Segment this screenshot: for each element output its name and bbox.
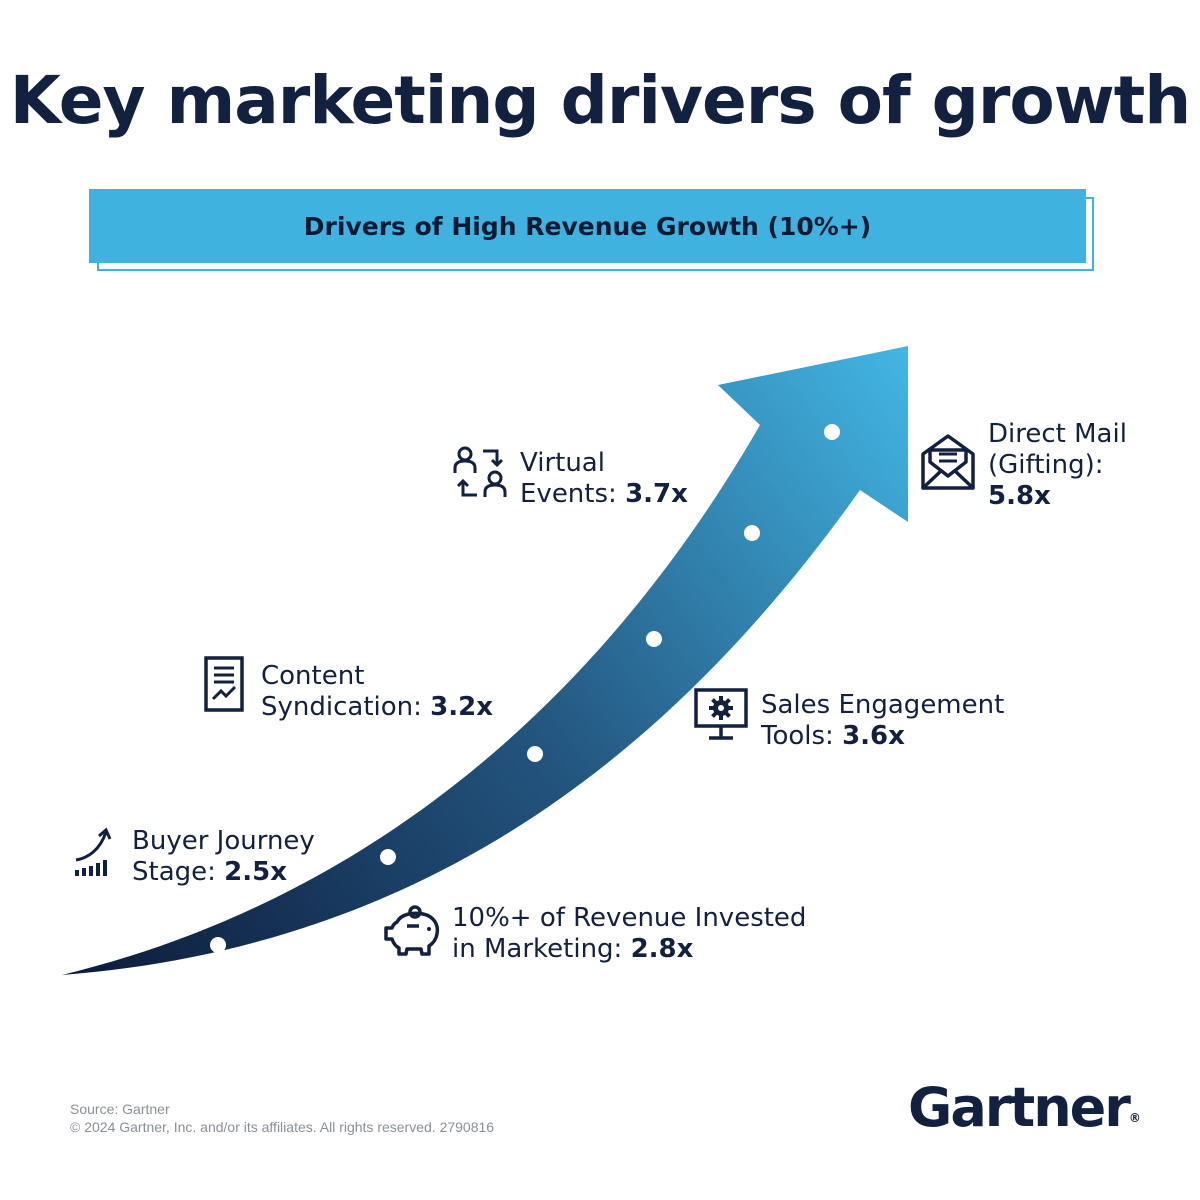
logo-registered-mark: ®: [1128, 1111, 1141, 1125]
driver-label-line2: Tools:: [761, 721, 843, 751]
arrow-dot-1: [210, 937, 226, 953]
arrow-dot-2: [380, 849, 396, 865]
driver-value: 3.6x: [842, 721, 905, 751]
arrow-dot-5: [744, 525, 760, 541]
arrow-dot-3: [527, 746, 543, 762]
banner: Drivers of High Revenue Growth (10%+): [89, 189, 1086, 263]
footer-source: Source: Gartner: [70, 1101, 170, 1117]
driver-label-line1: Direct Mail: [988, 419, 1127, 449]
driver-label-line1: 10%+ of Revenue Invested: [452, 903, 807, 933]
page-title: Key marketing drivers of growth: [9, 62, 1192, 139]
driver-label-line1: Content: [261, 661, 365, 691]
driver-label-line2: in Marketing:: [452, 934, 631, 964]
driver-label-line1: Sales Engagement: [761, 690, 1005, 720]
driver-direct-mail: Direct Mail (Gifting): 5.8x: [988, 419, 1127, 512]
piggy-bank-icon: [384, 905, 440, 956]
growth-arrow-shape: [62, 346, 908, 975]
driver-label-line1: Virtual: [520, 448, 605, 478]
driver-virtual-events: Virtual Events: 3.7x: [520, 448, 688, 510]
driver-label-line1: Buyer Journey: [132, 826, 315, 856]
growth-chart-icon: [75, 827, 112, 876]
document-chart-icon: [204, 656, 244, 712]
driver-value: 2.8x: [630, 934, 694, 964]
banner-title: Drivers of High Revenue Growth (10%+): [303, 211, 872, 241]
envelope-icon: [921, 434, 975, 490]
driver-value: 2.5x: [224, 857, 287, 887]
arrow-dot-6: [824, 424, 840, 440]
people-exchange-icon: [453, 446, 507, 497]
driver-label-line2: Events:: [520, 479, 626, 509]
gartner-logo: Gartner®: [908, 1076, 1141, 1139]
driver-value: 3.2x: [430, 692, 493, 722]
logo-text: Gartner: [908, 1076, 1131, 1139]
driver-label-line2: Stage:: [132, 857, 225, 887]
driver-value: 3.7x: [625, 479, 688, 509]
driver-sales-engagement: Sales Engagement Tools: 3.6x: [761, 690, 1004, 752]
driver-content-syndication: Content Syndication: 3.2x: [261, 661, 493, 723]
footer-copyright: © 2024 Gartner, Inc. and/or its affiliat…: [70, 1119, 495, 1135]
driver-label-line2: Syndication:: [261, 692, 431, 722]
arrow-dot-4: [646, 631, 662, 647]
driver-value: 5.8x: [988, 481, 1051, 511]
driver-buyer-journey: Buyer Journey Stage: 2.5x: [132, 826, 315, 888]
monitor-gear-icon: [694, 688, 748, 740]
driver-revenue-invested: 10%+ of Revenue Invested in Marketing: 2…: [452, 903, 806, 965]
driver-label-line2: (Gifting):: [988, 450, 1104, 480]
